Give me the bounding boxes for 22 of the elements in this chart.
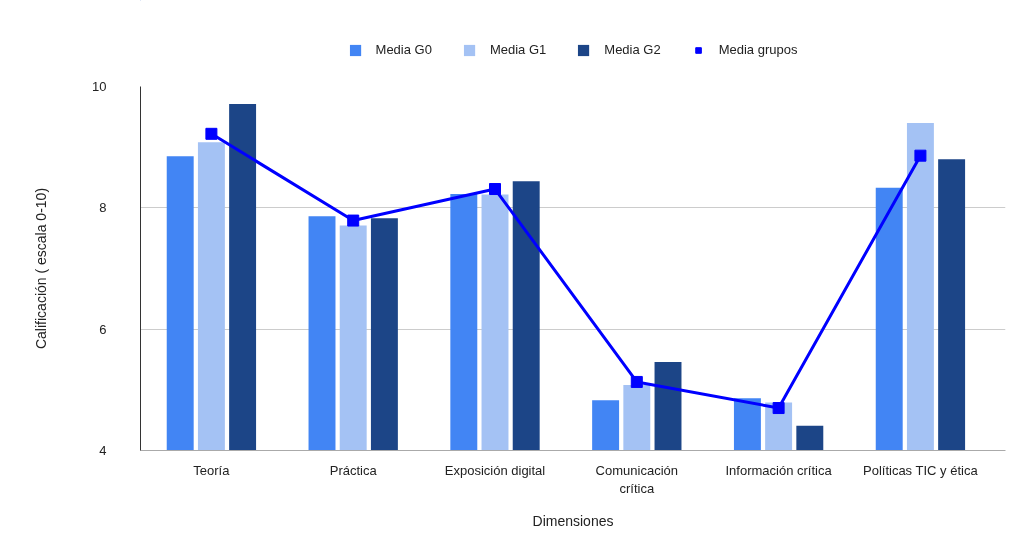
x-tick-label: Teoría [193, 462, 231, 478]
y-tick-label: 8 [99, 200, 107, 216]
point [630, 375, 643, 388]
x-tick-label: Comunicación crítica [595, 462, 678, 496]
point [914, 149, 927, 162]
point [772, 402, 785, 415]
point [347, 214, 360, 227]
legend-label: Media grupos [718, 42, 798, 57]
y-tick-label: 6 [99, 321, 107, 337]
x-tick-label: Información crítica [725, 462, 833, 478]
x-tick-label: Políticas TIC y ética [862, 462, 979, 478]
x-tick-label: Práctica [329, 462, 378, 478]
point [489, 183, 502, 196]
legend-label: Media G1 [489, 42, 547, 57]
legend-label: Media G2 [604, 42, 661, 57]
point [205, 127, 218, 140]
y-tick-label: 4 [99, 443, 107, 458]
x-axis-title: Dimensiones [532, 512, 614, 529]
y-tick-label: 10 [92, 79, 107, 94]
y-axis-title: Calificación ( escala 0-10) [33, 187, 50, 350]
legend-label: Media G0 [375, 42, 432, 57]
x-tick-label: Exposición digital [444, 462, 546, 478]
